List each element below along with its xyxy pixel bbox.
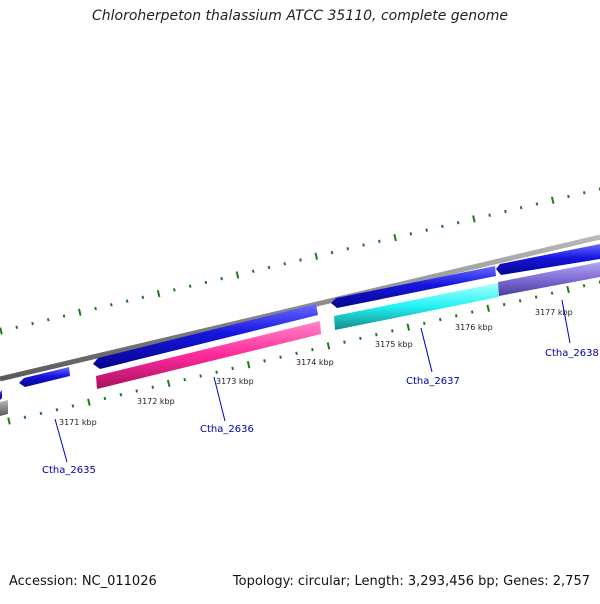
minor-tick — [344, 341, 345, 344]
gene-label[interactable]: Ctha_2635 — [42, 465, 96, 476]
minor-tick — [41, 412, 42, 415]
minor-tick — [253, 270, 254, 273]
minor-tick — [264, 359, 265, 362]
minor-tick — [221, 277, 222, 280]
kbp-label: 3177 kbp — [535, 308, 573, 317]
minor-tick — [440, 318, 441, 321]
major-tick — [158, 290, 160, 297]
minor-tick — [200, 375, 201, 378]
inner-tick-track — [8, 281, 600, 425]
leader-line — [562, 300, 570, 343]
minor-tick — [206, 281, 207, 284]
forward-strand — [0, 244, 600, 400]
forward-cds-edge[interactable] — [0, 390, 2, 400]
kbp-label: 3171 kbp — [59, 418, 97, 427]
gene-label[interactable]: Ctha_2637 — [406, 376, 460, 387]
minor-tick — [174, 288, 175, 291]
major-tick — [88, 399, 90, 406]
minor-tick — [300, 259, 301, 262]
minor-tick — [105, 397, 106, 400]
minor-tick — [411, 232, 412, 235]
minor-tick — [347, 247, 348, 250]
major-tick — [248, 361, 250, 368]
minor-tick — [111, 303, 112, 306]
major-tick — [394, 234, 396, 241]
minor-tick — [456, 314, 457, 317]
minor-tick — [48, 318, 49, 321]
reverse-strand — [0, 262, 600, 416]
kbp-label: 3173 kbp — [216, 377, 254, 386]
minor-tick — [127, 300, 128, 303]
gene-labels: Ctha_2635 Ctha_2636 Ctha_2637 Ctha_2638 — [42, 348, 599, 476]
minor-tick — [472, 311, 473, 314]
minor-tick — [504, 303, 505, 306]
minor-tick — [376, 333, 377, 336]
minor-tick — [284, 262, 285, 265]
minor-tick — [552, 292, 553, 295]
minor-tick — [269, 266, 270, 269]
minor-tick — [64, 315, 65, 318]
major-tick — [408, 324, 410, 331]
map-title: Chloroherpeton thalassium ATCC 35110, co… — [0, 8, 600, 24]
minor-tick — [458, 221, 459, 224]
major-tick — [79, 309, 81, 316]
minor-tick — [568, 195, 569, 198]
accession-text: Accession: NC_011026 — [9, 574, 157, 589]
minor-tick — [521, 206, 522, 209]
genome-info-text: Topology: circular; Length: 3,293,456 bp… — [233, 574, 590, 589]
minor-tick — [57, 408, 58, 411]
minor-tick — [520, 299, 521, 302]
minor-tick — [32, 322, 33, 325]
minor-tick — [312, 348, 313, 351]
reverse-cds-edge[interactable] — [0, 400, 8, 416]
minor-tick — [232, 367, 233, 370]
gene-label[interactable]: Ctha_2636 — [200, 424, 254, 435]
minor-tick — [426, 229, 427, 232]
minor-tick — [489, 214, 490, 217]
major-tick — [552, 197, 554, 204]
minor-tick — [136, 390, 137, 393]
kbp-label: 3176 kbp — [455, 323, 493, 332]
minor-tick — [152, 386, 153, 389]
major-tick — [567, 286, 569, 293]
minor-tick — [25, 416, 26, 419]
minor-tick — [584, 284, 585, 287]
major-tick — [168, 380, 170, 387]
minor-tick — [121, 393, 122, 396]
minor-tick — [442, 225, 443, 228]
minor-tick — [16, 326, 17, 329]
minor-tick — [296, 352, 297, 355]
kbp-label: 3172 kbp — [137, 397, 175, 406]
minor-tick — [73, 405, 74, 408]
major-tick — [237, 272, 239, 279]
major-tick — [0, 328, 2, 335]
minor-tick — [360, 337, 361, 340]
minor-tick — [216, 371, 217, 374]
minor-tick — [332, 251, 333, 254]
kbp-label: 3175 kbp — [375, 340, 413, 349]
major-tick — [328, 343, 330, 350]
leader-line — [421, 328, 432, 372]
major-tick — [8, 418, 10, 425]
minor-tick — [143, 296, 144, 299]
minor-tick — [392, 329, 393, 332]
major-tick — [473, 216, 475, 223]
minor-tick — [584, 191, 585, 194]
minor-tick — [379, 240, 380, 243]
minor-tick — [280, 356, 281, 359]
minor-tick — [190, 285, 191, 288]
minor-tick — [536, 296, 537, 299]
gene-label[interactable]: Ctha_2638 — [545, 348, 599, 359]
minor-tick — [363, 244, 364, 247]
minor-tick — [424, 322, 425, 325]
minor-tick — [95, 307, 96, 310]
minor-tick — [184, 378, 185, 381]
major-tick — [316, 253, 318, 260]
kbp-label: 3174 kbp — [296, 358, 334, 367]
major-tick — [487, 305, 489, 312]
minor-tick — [505, 210, 506, 213]
minor-tick — [537, 203, 538, 206]
